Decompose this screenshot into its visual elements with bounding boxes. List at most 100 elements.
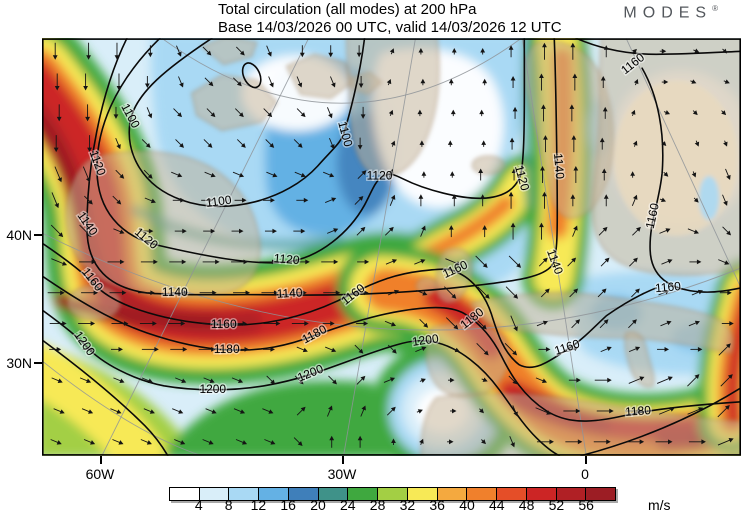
wind-arrow	[293, 139, 303, 148]
wind-arrow	[84, 195, 93, 205]
wind-arrow	[144, 197, 156, 204]
wind-arrow	[386, 79, 392, 86]
contour-label: 1180	[214, 342, 240, 356]
wind-arrow	[447, 439, 454, 445]
wind-arrow	[327, 228, 339, 234]
wind-arrow	[170, 346, 188, 352]
wind-arrow	[231, 377, 244, 383]
wind-arrow	[387, 168, 394, 181]
wind-arrow	[168, 321, 186, 326]
wind-arrow	[721, 321, 734, 326]
wind-arrow	[201, 197, 214, 203]
wind-arrow	[416, 290, 428, 296]
wind-arrow	[85, 104, 90, 122]
contour-lines	[42, 38, 741, 456]
wind-arrow	[206, 108, 216, 118]
wind-arrow	[655, 439, 673, 445]
wind-arrow	[691, 289, 703, 296]
wind-arrow	[140, 439, 152, 445]
y-axis-label-40n: 40N	[6, 227, 32, 243]
wind-arrow	[421, 171, 427, 178]
graticule	[42, 38, 741, 456]
wind-arrow	[383, 377, 396, 383]
colorbar-cell	[348, 488, 379, 500]
wind-arrow	[694, 140, 700, 147]
wind-arrow	[505, 286, 519, 299]
wind-arrow	[358, 76, 364, 89]
wind-arrow	[660, 320, 672, 327]
wind-arrow	[508, 45, 514, 58]
wind-arrow	[82, 166, 91, 183]
wind-arrow	[203, 377, 215, 383]
contour-label: 1180	[625, 403, 652, 419]
wind-arrow	[632, 226, 641, 236]
wind-arrow	[113, 228, 125, 234]
wind-arrow	[328, 375, 337, 385]
wind-arrow	[476, 343, 489, 356]
x-tick-30w	[342, 456, 344, 464]
wind-arrow	[174, 439, 186, 445]
modes-logo: MODES®	[623, 4, 718, 22]
wind-arrow	[659, 48, 667, 54]
wind-arrow	[722, 226, 732, 236]
wind-arrow	[692, 110, 698, 116]
wind-arrow	[722, 48, 728, 54]
wind-arrow	[52, 42, 58, 60]
y-tick-30n	[34, 362, 42, 364]
wind-arrow	[205, 408, 217, 414]
wind-arrow	[51, 377, 63, 383]
wind-arrow	[351, 290, 369, 296]
wind-arrow	[202, 259, 220, 265]
wind-arrow	[110, 346, 123, 352]
wind-arrow	[146, 107, 153, 119]
wind-arrow	[203, 139, 213, 148]
wind-arrow	[567, 257, 577, 267]
wind-arrow	[356, 375, 366, 385]
wind-arrow	[628, 346, 641, 353]
wind-arrow	[603, 194, 609, 207]
wind-arrow	[565, 439, 583, 445]
wind-arrow	[112, 195, 122, 205]
wind-arrow	[597, 288, 607, 298]
wind-arrow	[482, 225, 488, 238]
contour-label: 1140	[162, 285, 188, 299]
wind-arrow	[478, 168, 484, 181]
wind-arrow	[231, 228, 244, 234]
wind-arrow	[266, 375, 276, 385]
wind-arrow	[112, 439, 124, 445]
wind-arrow	[268, 76, 274, 88]
wind-arrow	[540, 165, 545, 183]
x-tick-60w	[100, 456, 102, 464]
wind-arrow	[79, 377, 92, 383]
contour-label: 1120	[273, 251, 300, 267]
wind-arrow	[690, 79, 697, 84]
wind-arrow	[717, 404, 730, 418]
colorbar-cell	[259, 488, 289, 500]
wind-arrow	[292, 259, 310, 265]
wind-arrow	[296, 406, 306, 416]
wind-arrow	[47, 290, 65, 296]
wind-arrow	[322, 321, 335, 326]
wind-arrow	[202, 439, 214, 445]
contour-label: 1140	[276, 285, 303, 300]
wind-arrow	[510, 315, 518, 332]
colorbar-cell	[467, 488, 498, 500]
wind-arrow	[481, 140, 487, 147]
wind-arrow	[481, 439, 486, 445]
registered-mark-icon: ®	[712, 4, 718, 13]
wind-arrow	[234, 108, 244, 118]
wind-arrow	[51, 258, 68, 266]
wind-arrow	[510, 222, 516, 240]
wind-arrow	[719, 290, 732, 296]
wind-arrow	[571, 135, 577, 153]
wind-arrow	[141, 377, 153, 383]
wind-arrow	[480, 194, 486, 207]
wind-arrow	[174, 228, 187, 234]
colorbar	[169, 487, 616, 501]
wind-arrow	[262, 408, 274, 414]
wind-arrow	[723, 79, 730, 84]
wind-arrow	[293, 437, 303, 447]
wind-arrow	[419, 438, 424, 445]
wind-arrow	[357, 259, 370, 265]
colorbar-tick-label: 32	[399, 497, 416, 513]
